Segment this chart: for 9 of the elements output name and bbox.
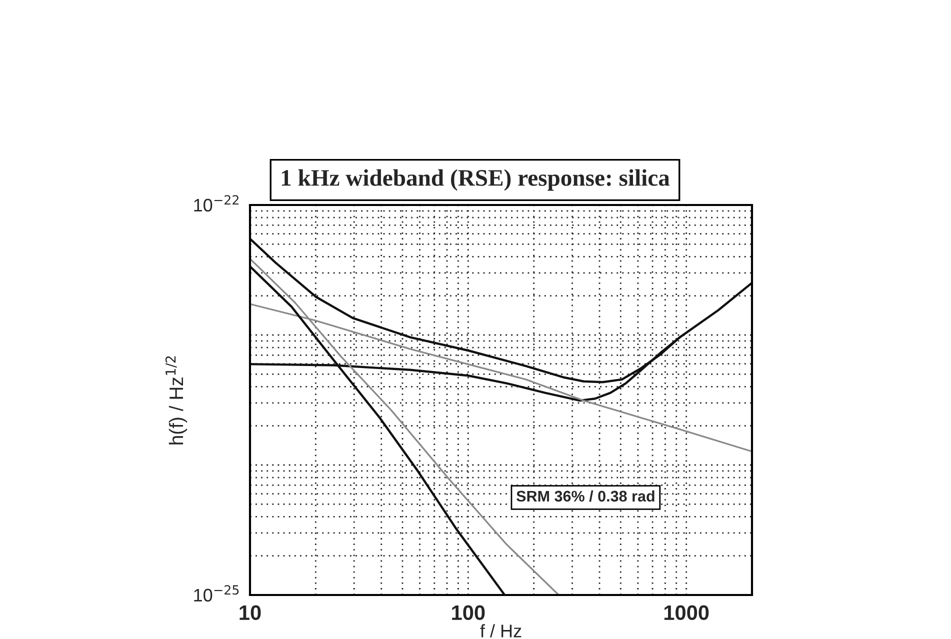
chart-title: 1 kHz wideband (RSE) response: silica (282, 169, 670, 191)
annotation: SRM 36% / 0.38 rad (516, 490, 654, 502)
x-axis-title: f / Hz (480, 624, 522, 638)
x-tick-label: 100 (452, 605, 485, 620)
y-tick-label: 10$^{−22}$ (194, 195, 238, 212)
x-tick-label: 1000 (664, 605, 709, 620)
y-tick-label: 10$^{−25}$ (194, 585, 239, 602)
x-tick-label: 10 (240, 605, 261, 620)
y-axis-title: h(f) / Hz$^{1/2}$ (165, 356, 188, 444)
